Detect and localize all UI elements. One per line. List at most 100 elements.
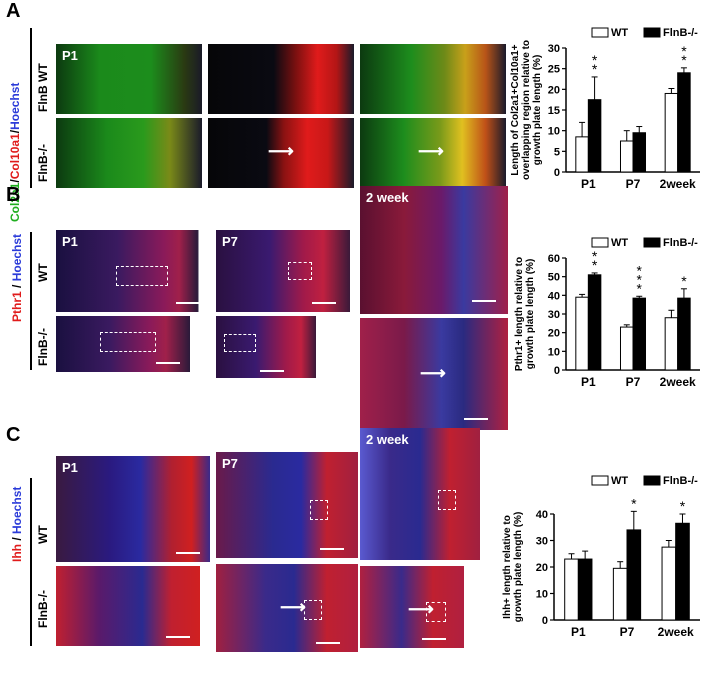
- x-tick-label: 2week: [660, 375, 696, 389]
- significance-marker: *: [637, 280, 643, 296]
- bar: [619, 140, 634, 173]
- bar: [619, 326, 634, 371]
- bar: [612, 567, 628, 621]
- panel-b-letter: B: [6, 184, 21, 206]
- legend-label: WT: [611, 475, 628, 487]
- y-tick-label: 30: [548, 309, 560, 321]
- legend-swatch: [643, 237, 661, 248]
- y-axis-label: growth plate length (%): [532, 55, 543, 166]
- timepoint-label: 2 week: [366, 432, 409, 447]
- scale-bar: [320, 548, 344, 550]
- arrow-icon: ⟶: [418, 141, 444, 161]
- x-tick-label: P7: [626, 375, 641, 389]
- bar: [577, 558, 593, 621]
- stain-sep: /: [10, 281, 24, 292]
- ihh-ko-2week-image: ⟶: [360, 566, 464, 648]
- roi-box: [288, 262, 312, 280]
- y-tick-label: 0: [554, 365, 560, 377]
- stain-hoechst: Hoechst: [10, 233, 24, 282]
- legend-swatch: [643, 27, 661, 38]
- stain-hoechst: Hoechst: [8, 82, 22, 130]
- panel-b-row-ko: FlnB-/-: [36, 328, 50, 366]
- pthr1-wt-p1-image: P1: [56, 230, 210, 312]
- timepoint-label: P1: [62, 48, 78, 63]
- x-tick-label: P1: [581, 375, 596, 389]
- stain-ihh: Ihh: [10, 544, 24, 562]
- scale-bar: [312, 302, 336, 304]
- bar: [575, 136, 589, 173]
- panel-a-bracket: [30, 28, 32, 188]
- legend-label: FlnB-/-: [663, 475, 698, 487]
- y-tick-label: 25: [548, 64, 560, 76]
- significance-marker: *: [637, 262, 643, 278]
- scale-bar: [176, 302, 200, 304]
- timepoint-label: P7: [222, 234, 238, 249]
- y-tick-label: 30: [536, 536, 548, 548]
- significance-marker: *: [592, 248, 598, 264]
- y-tick-label: 20: [548, 328, 560, 340]
- legend-label: WT: [611, 27, 628, 39]
- pthr1-ko-2week-image: ⟶: [360, 318, 508, 430]
- chart-a: Length of Col2a1+Col10a1+ overlapping reg…: [510, 27, 700, 191]
- significance-marker: *: [592, 257, 598, 273]
- y-tick-label: 60: [548, 253, 560, 265]
- merge-wt-image: [360, 44, 506, 114]
- stain-sep: /: [10, 533, 24, 544]
- y-tick-label: 40: [548, 290, 560, 302]
- x-tick-label: 2week: [660, 177, 696, 191]
- stain-hoechst: Hoechst: [10, 486, 24, 534]
- y-tick-label: 40: [536, 509, 548, 521]
- y-axis-label: Length of Col2a1+Col10a1+: [510, 44, 521, 175]
- roi-box: [310, 500, 328, 520]
- y-tick-label: 50: [548, 272, 560, 284]
- panel-b-row-wt: WT: [36, 263, 50, 282]
- merge-ko-image: ⟶: [360, 118, 506, 188]
- pthr1-ko-p1-image: [56, 316, 190, 372]
- bar: [677, 72, 691, 173]
- bar: [677, 297, 691, 371]
- significance-marker: *: [637, 271, 643, 287]
- legend-swatch: [591, 237, 609, 248]
- col10a1-wt-image: [208, 44, 354, 114]
- stain-col10a1: Col10a1: [8, 133, 22, 180]
- bar: [632, 132, 647, 173]
- col2a1-ko-image: [56, 118, 202, 188]
- legend-swatch: [591, 475, 609, 486]
- roi-box: [426, 602, 446, 622]
- bar: [675, 522, 690, 621]
- y-tick-label: 20: [536, 562, 548, 574]
- significance-marker: *: [681, 43, 687, 59]
- timepoint-label: 2 week: [366, 190, 409, 205]
- legend-label: FlnB-/-: [663, 27, 698, 39]
- y-tick-label: 15: [548, 105, 560, 117]
- y-tick-label: 0: [542, 615, 548, 627]
- panel-a-letter: A: [6, 0, 21, 22]
- significance-marker: *: [631, 495, 637, 511]
- arrow-icon: ⟶: [408, 599, 434, 619]
- significance-marker: *: [592, 61, 598, 77]
- significance-marker: *: [681, 52, 687, 68]
- x-tick-label: 2week: [658, 625, 694, 639]
- bar: [632, 297, 647, 371]
- scale-bar: [176, 552, 200, 554]
- y-tick-label: 10: [548, 346, 560, 358]
- bar: [664, 92, 679, 173]
- roi-box: [116, 266, 168, 286]
- legend-swatch: [591, 27, 609, 38]
- roi-box: [224, 334, 256, 352]
- x-tick-label: P7: [620, 625, 635, 639]
- legend-swatch: [643, 475, 661, 486]
- bar: [564, 558, 579, 621]
- legend-label: WT: [611, 237, 628, 249]
- timepoint-label: P1: [62, 460, 78, 475]
- bar: [661, 546, 677, 621]
- roi-box: [304, 600, 322, 620]
- significance-marker: *: [592, 52, 598, 68]
- ihh-wt-2week-image: 2 week: [360, 428, 480, 560]
- y-axis-label: growth plate length (%): [513, 512, 524, 623]
- y-axis-label: overlapping region relative to: [521, 40, 532, 180]
- bar: [575, 296, 589, 371]
- panel-a-row-ko: FlnB-/-: [36, 144, 50, 182]
- roi-box: [438, 490, 456, 510]
- y-axis-label: Pthr1+ length relative to: [514, 257, 525, 371]
